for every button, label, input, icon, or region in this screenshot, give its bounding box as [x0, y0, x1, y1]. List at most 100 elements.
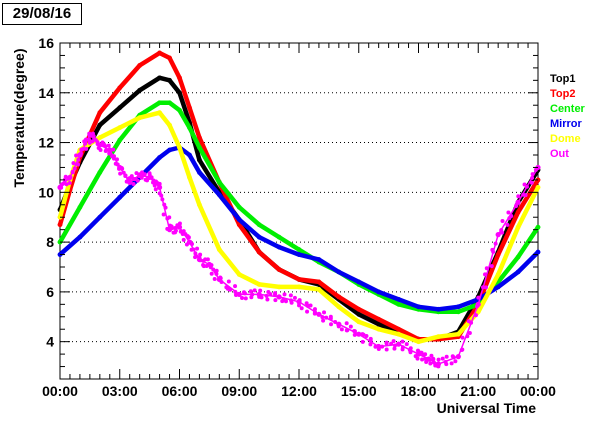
data-point-out [480, 285, 485, 290]
data-point-out [305, 309, 310, 314]
data-point-top1 [167, 77, 172, 83]
data-point-out [67, 180, 72, 185]
data-point-out [489, 264, 494, 269]
data-point-out [219, 279, 224, 284]
data-point-mirror [77, 234, 83, 240]
y-tick-label: 10 [38, 184, 54, 200]
data-point-out [107, 151, 112, 156]
data-point-out [129, 174, 134, 179]
data-point-dome [535, 184, 541, 190]
data-point-out [352, 329, 357, 334]
y-tick-label: 8 [46, 234, 54, 250]
data-point-out [186, 235, 191, 240]
data-point-top1 [177, 90, 182, 96]
data-point-out [506, 210, 511, 215]
data-point-out [320, 315, 325, 320]
data-point-mirror [157, 155, 162, 160]
data-point-center [276, 234, 282, 240]
data-point-out [337, 322, 342, 327]
data-point-out [308, 303, 313, 308]
legend: Top1 Top2 Center Mirror Dome Out [550, 73, 586, 160]
data-point-out [131, 182, 136, 187]
data-point-out [121, 170, 126, 175]
data-point-out [214, 268, 219, 273]
data-point-out [312, 311, 317, 316]
data-point-out [111, 147, 116, 152]
data-point-out [415, 356, 420, 361]
data-point-out [455, 354, 461, 360]
y-axis-title: Temperature(degree) [11, 48, 27, 187]
data-point-mirror [276, 244, 282, 250]
data-point-mirror [515, 269, 521, 275]
data-point-out [384, 347, 389, 352]
data-point-out [490, 247, 495, 252]
data-point-out [450, 354, 455, 359]
data-point-out [205, 257, 210, 262]
data-point-out [163, 205, 168, 210]
data-point-out [321, 318, 326, 323]
data-point-center [455, 309, 461, 315]
data-point-out [70, 170, 75, 175]
legend-entry-center: Center [550, 103, 586, 115]
data-point-out [194, 254, 199, 259]
data-point-dome [236, 272, 242, 277]
data-point-dome [197, 202, 202, 208]
data-point-out [428, 361, 433, 366]
data-point-out [236, 291, 242, 297]
data-point-out [189, 247, 194, 252]
data-point-top2 [57, 222, 63, 228]
data-point-dome [216, 247, 222, 252]
data-point-out [392, 346, 397, 351]
data-point-mirror [436, 306, 441, 312]
data-point-out [74, 153, 79, 158]
data-point-out [162, 202, 167, 207]
data-point-dome [97, 135, 103, 140]
data-point-top1 [117, 105, 123, 111]
data-point-top1 [356, 311, 362, 317]
data-point-out [118, 171, 123, 176]
data-point-mirror [296, 252, 302, 257]
data-point-out [380, 344, 385, 349]
data-point-dome [256, 282, 262, 287]
data-point-out [241, 290, 246, 295]
data-point-out [98, 148, 103, 153]
data-point-out [209, 263, 214, 268]
data-point-out [483, 285, 488, 290]
data-point-out [404, 342, 409, 347]
data-point-mirror [396, 296, 401, 302]
x-tick-label: 00:00 [42, 383, 78, 399]
data-point-center [157, 100, 162, 106]
data-point-dome [356, 319, 362, 325]
data-point-center [396, 301, 401, 307]
data-point-out [453, 359, 458, 364]
data-point-out [240, 295, 245, 300]
data-point-out [87, 137, 92, 142]
data-point-mirror [256, 234, 262, 240]
data-point-out [514, 202, 519, 207]
data-point-center [236, 204, 242, 210]
data-point-dome [495, 272, 501, 277]
series-out [57, 131, 541, 369]
data-point-dome [117, 125, 123, 131]
data-point-out [226, 279, 231, 284]
data-point-out [431, 360, 436, 365]
data-point-out [495, 232, 501, 238]
data-point-out [516, 194, 521, 199]
data-point-out [134, 171, 139, 176]
data-point-out [153, 187, 158, 192]
x-tick-label: 06:00 [162, 383, 198, 399]
data-point-out [419, 350, 424, 355]
data-point-top1 [97, 122, 103, 128]
data-point-top2 [117, 85, 123, 91]
data-point-dome [475, 309, 481, 315]
data-point-mirror [97, 214, 103, 220]
data-point-mirror [535, 249, 541, 255]
data-point-out [75, 162, 80, 167]
data-point-center [515, 254, 521, 260]
y-tick-label: 16 [38, 35, 54, 51]
data-point-out [127, 178, 132, 183]
x-axis-title: Universal Time [437, 400, 537, 416]
y-tick-label: 6 [46, 284, 54, 300]
data-point-out [344, 321, 349, 326]
data-point-top2 [376, 316, 382, 322]
